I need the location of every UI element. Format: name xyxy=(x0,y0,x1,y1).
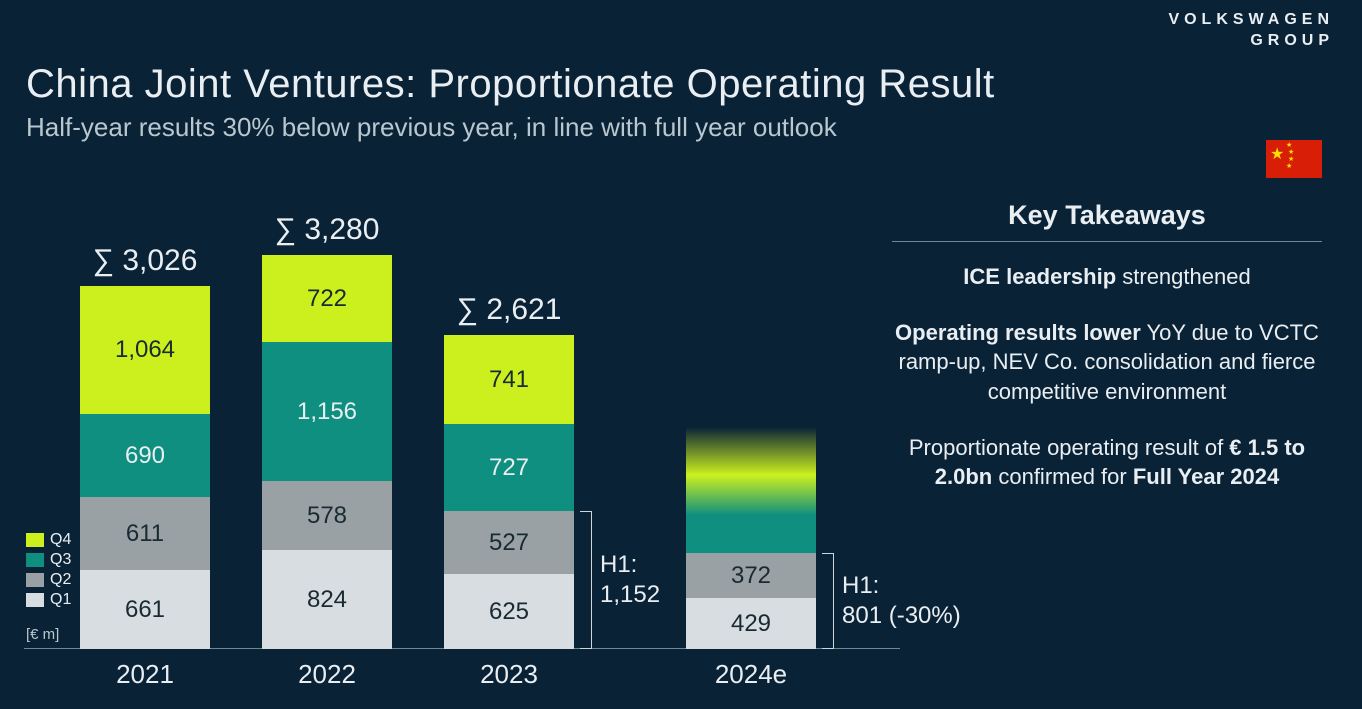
bar-group: 8245781,156722∑ 3,2802022 xyxy=(262,255,392,649)
bar-segment-q2: 527 xyxy=(444,511,574,574)
legend-swatch xyxy=(26,573,44,587)
bar-segment-q1: 661 xyxy=(80,570,210,649)
h1-bracket xyxy=(822,553,834,649)
china-flag-icon: ★ ★ ★ ★★ xyxy=(1266,140,1322,178)
bar: 6616116901,064∑ 3,0262021 xyxy=(80,286,210,649)
chart-bars-container: 6616116901,064∑ 3,02620218245781,156722∑… xyxy=(80,255,816,649)
chart-legend: Q4 Q3 Q2 Q1 xyxy=(26,529,71,609)
legend-item: Q1 xyxy=(26,591,71,609)
bar-segment-q2: 372 xyxy=(686,553,816,598)
bar-segment-q1: 429 xyxy=(686,598,816,649)
legend-swatch xyxy=(26,593,44,607)
bar-segment-q2: 611 xyxy=(80,497,210,570)
bar: 8245781,156722∑ 3,2802022 xyxy=(262,255,392,649)
bar-sum-label: ∑ 3,026 xyxy=(80,244,210,286)
brand-line-1: VOLKSWAGEN xyxy=(1168,10,1334,31)
bar-group: 625527727741∑ 2,6212023H1:1,152 xyxy=(444,335,574,649)
brand-line-2: GROUP xyxy=(1168,31,1334,52)
bar-segment-q4: 741 xyxy=(444,335,574,424)
h1-bracket-label: H1:801 (-30%) xyxy=(842,571,961,631)
key-takeaway-item: Operating results lower YoY due to VCTC … xyxy=(892,318,1322,407)
bar-segment-q3: 690 xyxy=(80,414,210,497)
bar-sum-label: ∑ 3,280 xyxy=(262,213,392,255)
bar-category-label: 2023 xyxy=(444,649,574,690)
chart-unit-label: [€ m] xyxy=(26,626,59,643)
page-subtitle: Half-year results 30% below previous yea… xyxy=(26,112,837,143)
page-title: China Joint Ventures: Proportionate Oper… xyxy=(26,62,995,107)
bar-group: 4293722024eH1:801 (-30%) xyxy=(686,427,816,649)
key-takeaways-panel: Key Takeaways ICE leadership strengthene… xyxy=(892,200,1322,518)
key-takeaways-heading: Key Takeaways xyxy=(892,200,1322,242)
legend-label: Q4 xyxy=(50,531,71,549)
legend-swatch xyxy=(26,533,44,547)
legend-label: Q3 xyxy=(50,551,71,569)
legend-label: Q2 xyxy=(50,571,71,589)
bar-category-label: 2024e xyxy=(686,649,816,690)
bar-segment-q3: 727 xyxy=(444,424,574,511)
brand-logo: VOLKSWAGEN GROUP xyxy=(1168,10,1334,52)
legend-label: Q1 xyxy=(50,591,71,609)
bar-category-label: 2022 xyxy=(262,649,392,690)
legend-item: Q2 xyxy=(26,571,71,589)
bar: 625527727741∑ 2,6212023 xyxy=(444,335,574,649)
bar-sum-label: ∑ 2,621 xyxy=(444,293,574,335)
bar: 4293722024e xyxy=(686,427,816,649)
bar-segment-q4: 722 xyxy=(262,255,392,342)
key-takeaway-item: Proportionate operating result of € 1.5 … xyxy=(892,433,1322,492)
h1-bracket-label: H1:1,152 xyxy=(600,550,660,610)
forecast-gradient xyxy=(686,427,816,553)
bar-segment-q3: 1,156 xyxy=(262,342,392,481)
legend-swatch xyxy=(26,553,44,567)
bar-segment-q4: 1,064 xyxy=(80,286,210,414)
bar-group: 6616116901,064∑ 3,0262021 xyxy=(80,286,210,649)
legend-item: Q4 xyxy=(26,531,71,549)
bar-segment-q2: 578 xyxy=(262,481,392,550)
bar-segment-q1: 625 xyxy=(444,574,574,649)
key-takeaway-item: ICE leadership strengthened xyxy=(892,262,1322,292)
h1-bracket xyxy=(580,511,592,649)
bar-category-label: 2021 xyxy=(80,649,210,690)
stacked-bar-chart: [€ m] 6616116901,064∑ 3,02620218245781,1… xyxy=(80,189,880,649)
legend-item: Q3 xyxy=(26,551,71,569)
bar-segment-q1: 824 xyxy=(262,550,392,649)
